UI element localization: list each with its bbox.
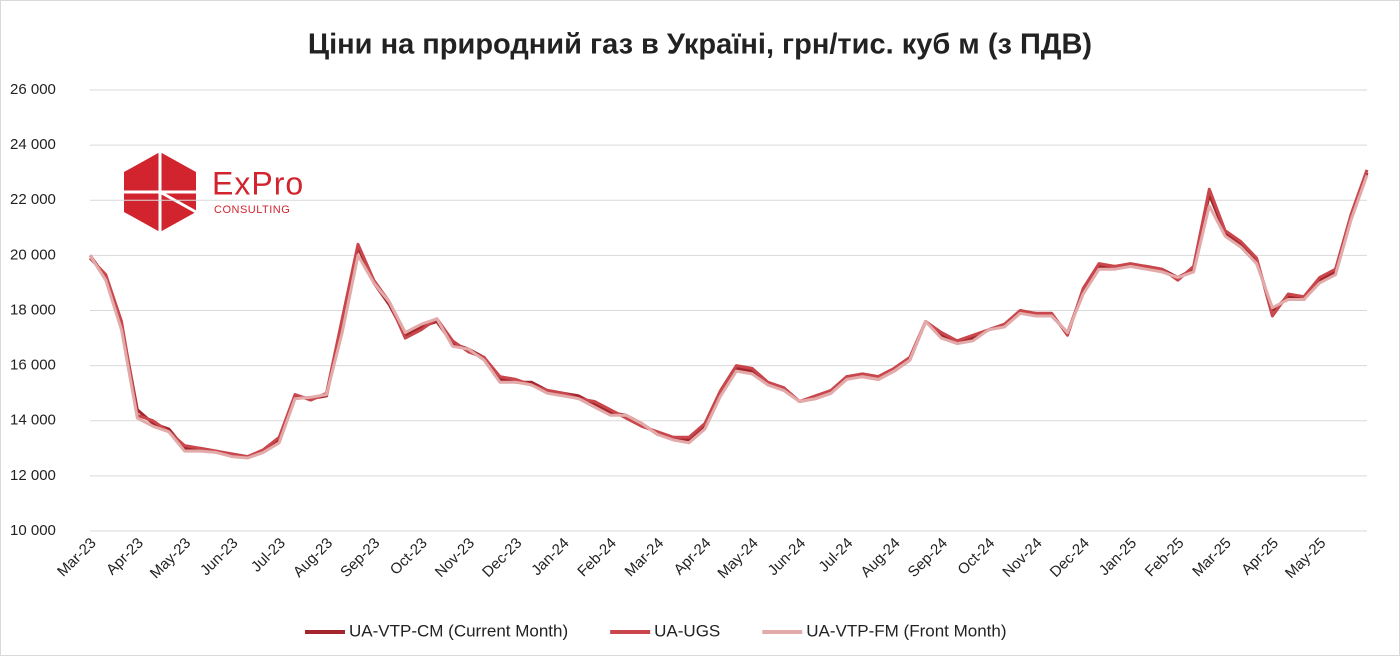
legend-label: UA-VTP-FM (Front Month) bbox=[806, 621, 1006, 640]
y-tick-label: 18 000 bbox=[10, 301, 56, 318]
legend-label: UA-VTP-CM (Current Month) bbox=[349, 621, 568, 640]
legend-label: UA-UGS bbox=[654, 621, 720, 640]
y-tick-label: 26 000 bbox=[10, 81, 56, 98]
logo-name: ExPro bbox=[212, 165, 304, 201]
y-tick-label: 24 000 bbox=[10, 136, 56, 153]
y-tick-label: 12 000 bbox=[10, 467, 56, 484]
y-tick-label: 14 000 bbox=[10, 412, 56, 429]
y-tick-label: 22 000 bbox=[10, 191, 56, 208]
series-line bbox=[88, 174, 1369, 460]
y-tick-label: 16 000 bbox=[10, 357, 56, 374]
logo-line bbox=[159, 190, 197, 214]
chart-title: Ціни на природний газ в Україні, грн/тис… bbox=[308, 29, 1092, 61]
logo-subtitle: CONSULTING bbox=[214, 204, 290, 216]
legend: UA-VTP-CM (Current Month) UA-UGS UA-VTP-FM… bbox=[305, 621, 1007, 640]
y-tick-label: 20 000 bbox=[10, 246, 56, 263]
y-tick-label: 10 000 bbox=[10, 522, 56, 539]
logo: ExPro CONSULTING bbox=[124, 152, 304, 232]
